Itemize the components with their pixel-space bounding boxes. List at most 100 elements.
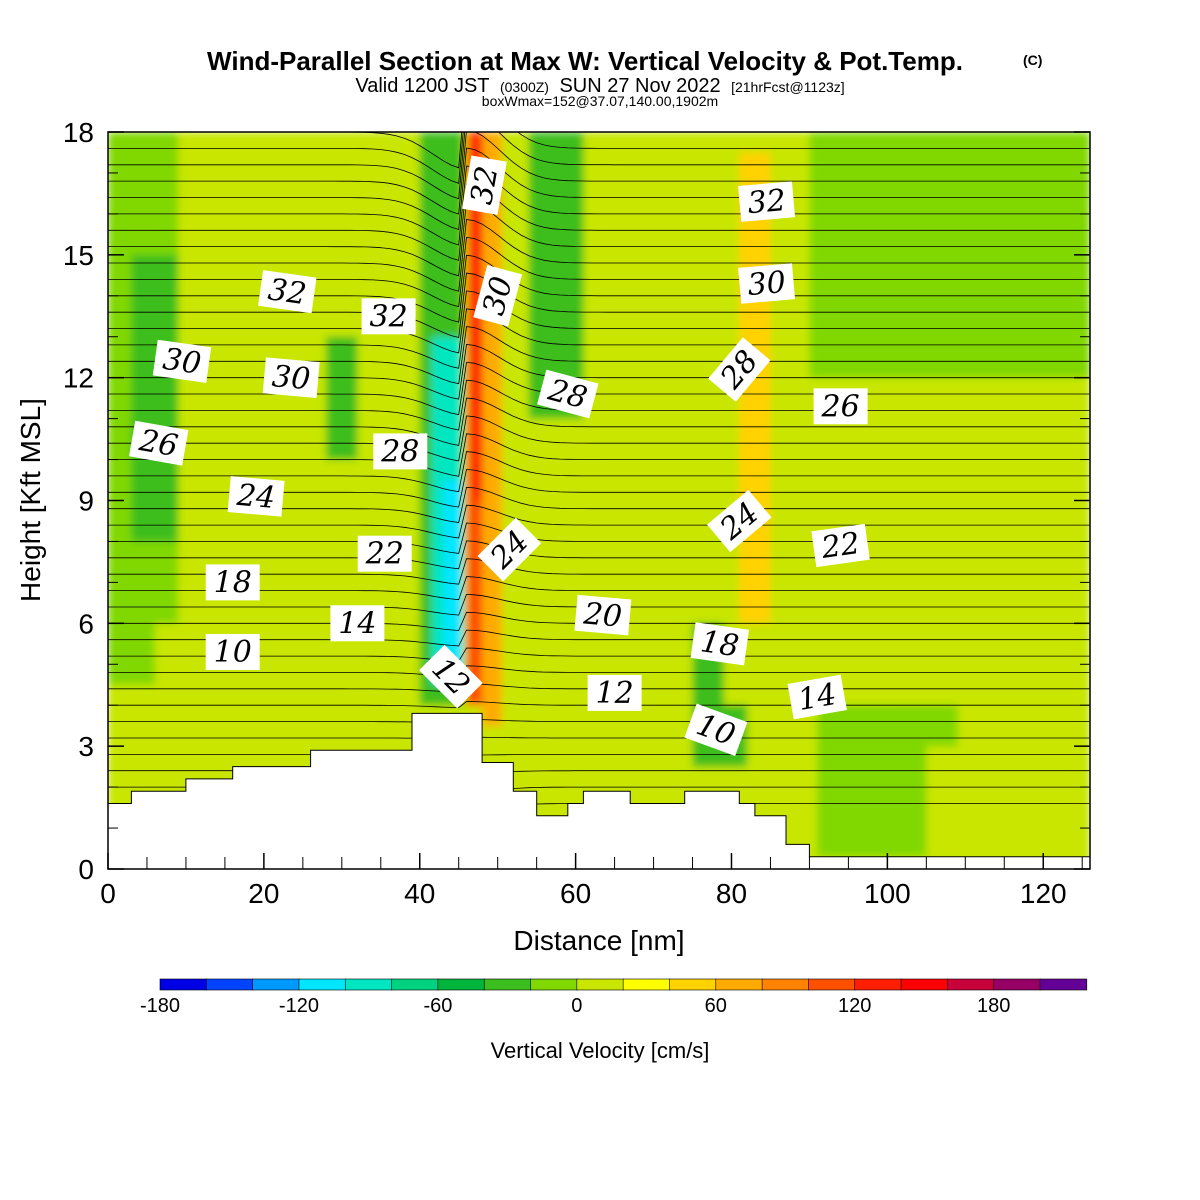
contour-label-26: 26 xyxy=(813,388,868,425)
contour-label-32: 32 xyxy=(738,181,796,222)
colorbar-swatch xyxy=(761,978,810,991)
contour-label-box xyxy=(587,674,642,711)
colorbar-swatch xyxy=(344,978,393,991)
colorbar-swatch xyxy=(993,978,1041,991)
contour-label-box xyxy=(738,181,796,222)
contour-label-box xyxy=(477,517,542,582)
x-tick-label: 80 xyxy=(716,878,747,909)
contour-label-text: 32 xyxy=(370,299,408,334)
contour-label-box xyxy=(128,420,189,466)
isentrope-line xyxy=(108,415,1090,462)
w-region-20 xyxy=(926,746,997,857)
contour-label-box xyxy=(227,476,285,517)
contour-label-text: 12 xyxy=(596,676,634,711)
x-tick-label: 0 xyxy=(100,878,116,909)
valid-time-line: Valid 1200 JST (0300Z) SUN 27 Nov 2022 [… xyxy=(355,75,844,97)
isentrope-line xyxy=(108,451,1090,493)
contour-label-14: 14 xyxy=(787,674,847,720)
contour-label-box xyxy=(361,298,416,335)
contour-label-box xyxy=(813,388,868,425)
w-region-21 xyxy=(809,132,1090,378)
contour-label-box xyxy=(262,357,320,398)
isentrope-line xyxy=(108,647,1090,662)
contour-label-20: 20 xyxy=(574,594,632,636)
colorbar-swatch xyxy=(669,978,717,991)
contour-label-text: 14 xyxy=(795,677,839,718)
contour-label-box xyxy=(357,535,412,572)
contour-label-text: 14 xyxy=(338,606,376,641)
contour-label-box xyxy=(738,263,796,304)
colorbar-swatch xyxy=(530,978,578,991)
y-tick-label: 6 xyxy=(78,608,94,639)
isentrope-line xyxy=(108,147,1090,231)
contour-label-22: 22 xyxy=(811,523,870,568)
y-tick-label: 3 xyxy=(78,731,94,762)
contour-label-box xyxy=(708,337,771,402)
contour-label-box xyxy=(787,674,847,720)
isentrope-line xyxy=(108,558,1090,585)
contour-label-30: 30 xyxy=(473,265,523,327)
contour-label-box xyxy=(690,622,750,666)
contour-label-box xyxy=(258,270,317,314)
isentrope-line xyxy=(108,753,1090,756)
colorbar-title: Vertical Velocity [cm/s] xyxy=(491,1038,710,1063)
isentrope-line xyxy=(108,290,1090,354)
contour-label-text: 32 xyxy=(464,163,505,207)
contour-label-text: 24 xyxy=(235,478,277,516)
isentrope-line xyxy=(108,183,1090,261)
w-region-11 xyxy=(482,132,502,726)
copyright-mark: (C) xyxy=(1023,52,1042,68)
w-region-8 xyxy=(443,480,463,665)
contour-label-text: 18 xyxy=(698,624,741,664)
contour-label-text: 28 xyxy=(380,434,419,469)
colorbar-swatch xyxy=(576,978,624,991)
contour-label-box xyxy=(574,594,632,636)
isentrope-line xyxy=(108,736,1090,739)
colorbar-swatch xyxy=(206,978,254,991)
y-tick-label: 0 xyxy=(78,854,94,885)
contour-label-text: 26 xyxy=(821,389,860,424)
x-tick-label: 20 xyxy=(248,878,279,909)
colorbar-swatch xyxy=(622,978,671,991)
y-tick-label: 15 xyxy=(63,240,94,271)
contour-label-12: 12 xyxy=(587,674,642,711)
colorbar-tick-label: -120 xyxy=(279,995,319,1017)
contour-label-text: 18 xyxy=(214,565,252,600)
contour-label-30: 30 xyxy=(152,339,212,383)
colorbar-swatch xyxy=(159,978,208,991)
colorbar-swatch xyxy=(1039,978,1088,991)
colorbar-swatch xyxy=(391,978,439,991)
isentrope-line xyxy=(108,665,1090,678)
valid-prefix: Valid 1200 JST xyxy=(355,75,489,97)
isentrope-line xyxy=(108,201,1090,277)
isentrope-line xyxy=(108,540,1090,570)
isentrope-line xyxy=(108,308,1090,369)
valid-date: SUN 27 Nov 2022 xyxy=(559,75,720,97)
colorbar: -180 -120 -60 0 60 120 180 xyxy=(140,978,1088,1017)
y-tick-label: 9 xyxy=(78,486,94,517)
isentrope-line xyxy=(108,132,1090,200)
contour-label-box xyxy=(373,433,428,470)
contour-label-text: 30 xyxy=(161,342,204,382)
colorbar-tick-label: -60 xyxy=(423,995,452,1017)
isentrope-line xyxy=(108,719,1090,724)
isentrope-line xyxy=(108,522,1090,554)
contour-label-14: 14 xyxy=(330,605,385,642)
contour-label-24: 24 xyxy=(227,476,285,517)
contour-label-text: 10 xyxy=(214,635,252,670)
colorbar-tick-label: 120 xyxy=(838,995,871,1017)
isentrope-line xyxy=(108,504,1090,539)
contour-label-box xyxy=(537,369,599,419)
x-axis-label: Distance [nm] xyxy=(513,925,684,956)
chart-title: Wind-Parallel Section at Max W: Vertical… xyxy=(207,46,963,76)
isentrope-line xyxy=(108,397,1090,446)
boxmax-info: boxWmax=152@37.07,140.00,1902m xyxy=(482,93,718,109)
isentrope-line xyxy=(108,379,1090,431)
colorbar-swatch xyxy=(252,978,300,991)
w-region-12 xyxy=(505,132,529,706)
contour-label-box xyxy=(461,155,507,215)
contour-label-text: 32 xyxy=(746,183,787,221)
contour-label-text: 26 xyxy=(136,423,181,464)
colorbar-tick-label: 60 xyxy=(705,995,727,1017)
